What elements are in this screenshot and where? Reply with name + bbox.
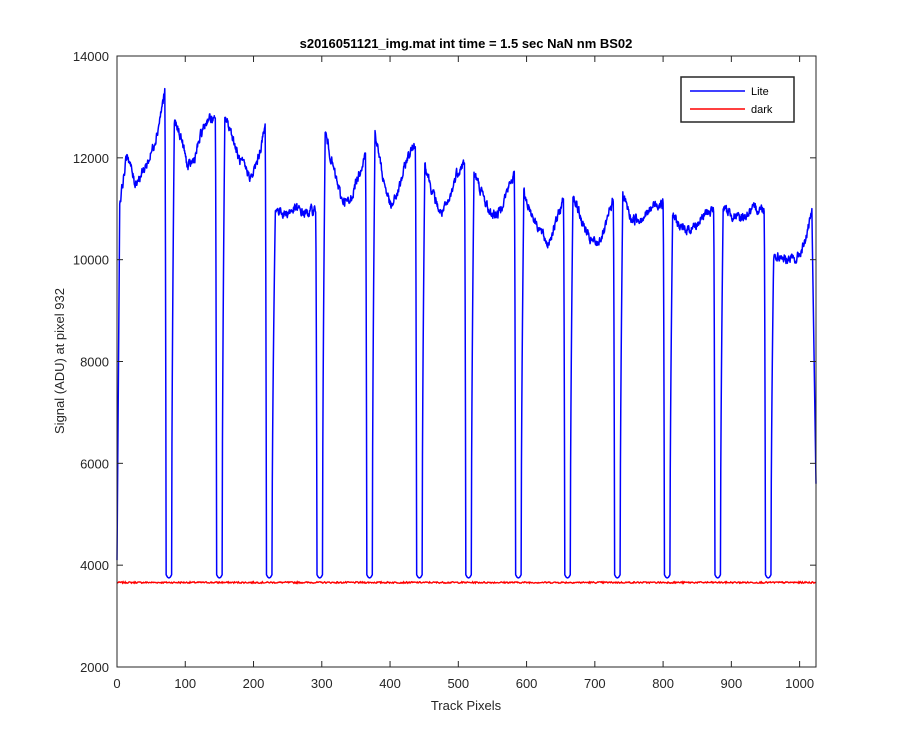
x-tick-label: 600: [516, 676, 538, 691]
chart-title: s2016051121_img.mat int time = 1.5 sec N…: [300, 36, 633, 51]
y-tick-label: 14000: [73, 49, 109, 64]
x-tick-label: 800: [652, 676, 674, 691]
x-axis-label: Track Pixels: [431, 698, 502, 713]
y-tick-label: 4000: [80, 558, 109, 573]
legend-box: [680, 76, 795, 123]
legend-label-lite: Lite: [751, 86, 769, 98]
x-tick-label: 0: [113, 676, 120, 691]
x-tick-label: 400: [379, 676, 401, 691]
y-tick-label: 10000: [73, 253, 109, 268]
legend: Lite dark: [680, 76, 795, 123]
y-axis-ticks: 2000 4000 6000 8000 10000 12000 14000: [73, 49, 816, 675]
y-tick-label: 2000: [80, 660, 109, 675]
y-axis-label: Signal (ADU) at pixel 932: [52, 288, 67, 434]
x-tick-label: 300: [311, 676, 333, 691]
series-line-lite: [116, 87, 817, 579]
series-layer: [116, 87, 817, 585]
x-tick-label: 200: [243, 676, 265, 691]
y-tick-label: 6000: [80, 456, 109, 471]
series-line-dark: [116, 580, 817, 585]
x-tick-label: 1000: [785, 676, 814, 691]
x-tick-label: 700: [584, 676, 606, 691]
x-tick-label: 500: [447, 676, 469, 691]
x-axis-ticks: 0 100 200 300 400 500 600 700 800 900 1000: [113, 56, 814, 691]
y-tick-label: 8000: [80, 355, 109, 370]
y-tick-label: 12000: [73, 151, 109, 166]
x-tick-label: 100: [174, 676, 196, 691]
legend-label-dark: dark: [751, 104, 773, 116]
x-tick-label: 900: [721, 676, 743, 691]
